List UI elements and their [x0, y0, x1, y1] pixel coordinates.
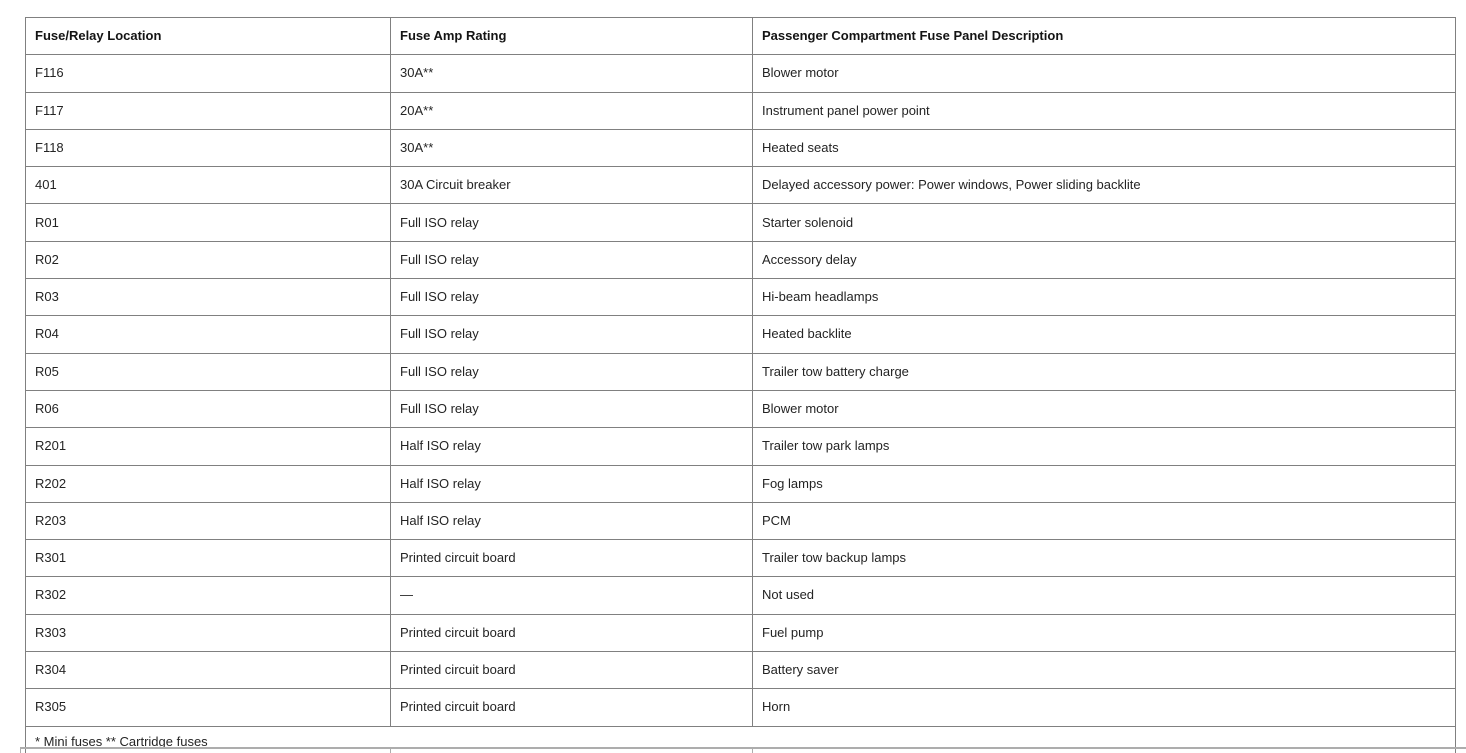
table-row: R04 Full ISO relay Heated backlite [25, 315, 1456, 354]
table-row: R201 Half ISO relay Trailer tow park lamps [25, 427, 1456, 466]
table-cell: R05 [25, 352, 391, 391]
table-row: R302— Not used [25, 576, 1456, 615]
table-cell: Fuel pump [752, 613, 1456, 653]
next-table-column-divider-2 [752, 747, 753, 753]
table-cell: Full ISO relay [390, 352, 753, 391]
table-cell: 20A** [390, 91, 753, 130]
table-cell: Accessory delay [752, 240, 1456, 280]
table-row: R03 Full ISO relay Hi-beam headlamps [25, 278, 1456, 317]
table-cell: 30A Circuit breaker [390, 166, 753, 205]
table-cell: R302 [25, 576, 391, 615]
table-cell: Printed circuit board [390, 651, 753, 690]
table-row: F116 30A** Blower motor [25, 54, 1456, 93]
table-cell: Blower motor [752, 54, 1456, 93]
table-cell: Printed circuit board [390, 539, 753, 578]
table-cell: Full ISO relay [390, 389, 753, 429]
fuse-panel-table: Fuse/Relay Location Fuse Amp Rating Pass… [25, 16, 1456, 753]
table-cell: R203 [25, 501, 391, 541]
table-row: R304 Printed circuit board Battery saver [25, 651, 1456, 690]
table-row: R02 Full ISO relay Accessory delay [25, 240, 1456, 280]
table-cell: R02 [25, 240, 391, 280]
column-header-fuse-amp-rating: Fuse Amp Rating [390, 16, 753, 56]
table-cell: PCM [752, 501, 1456, 541]
table-cell: R04 [25, 315, 391, 354]
table-cell: 401 [25, 166, 391, 205]
table-body: F116 30A** Blower motor F117 20A** Instrument… [25, 54, 1456, 727]
table-cell: R01 [25, 203, 391, 242]
table-cell: Trailer tow battery charge [752, 352, 1456, 391]
next-table-column-divider-1 [390, 747, 391, 753]
table-row: R203 Half ISO relay PCM [25, 501, 1456, 541]
column-header-passenger-compartment-description: Passenger Compartment Fuse Panel Descrip… [752, 16, 1456, 56]
table-cell: Blower motor [752, 389, 1456, 429]
table-row: 401 30A Circuit breaker Delayed accessory … [25, 166, 1456, 205]
table-cell: Half ISO relay [390, 501, 753, 541]
table-cell: Starter solenoid [752, 203, 1456, 242]
table-row: R05 Full ISO relay Trailer tow battery cha… [25, 352, 1456, 391]
table-row: F118 30A** Heated seats [25, 128, 1456, 168]
table-row: R301 Printed circuit board Trailer tow bac… [25, 539, 1456, 578]
table-cell: F117 [25, 91, 391, 130]
next-table-left-edge [20, 747, 21, 753]
next-table-top-border [20, 747, 1466, 753]
table-cell: Trailer tow park lamps [752, 427, 1456, 466]
table-cell: R303 [25, 613, 391, 653]
table-cell: Full ISO relay [390, 278, 753, 317]
table-cell: R304 [25, 651, 391, 690]
table-row: F117 20A** Instrument panel power point [25, 91, 1456, 130]
table-row: R303 Printed circuit board Fuel pump [25, 613, 1456, 653]
table-header: Fuse/Relay Location Fuse Amp Rating Pass… [25, 16, 1456, 56]
table-cell: F118 [25, 128, 391, 168]
table-cell: Hi-beam headlamps [752, 278, 1456, 317]
table-cell: Heated backlite [752, 315, 1456, 354]
table-cell: F116 [25, 54, 391, 93]
table-cell: — [390, 576, 753, 615]
table-cell: Full ISO relay [390, 315, 753, 354]
table-cell: Half ISO relay [390, 427, 753, 466]
table-cell: Full ISO relay [390, 203, 753, 242]
table-cell: Printed circuit board [390, 688, 753, 727]
column-header-fuse-relay-location: Fuse/Relay Location [25, 16, 391, 56]
table-cell: Trailer tow backup lamps [752, 539, 1456, 578]
table-cell: Half ISO relay [390, 464, 753, 503]
table-cell: R305 [25, 688, 391, 727]
table-row: R305 Printed circuit board Horn [25, 688, 1456, 727]
next-table-border-line [20, 747, 1466, 749]
table-header-row: Fuse/Relay Location Fuse Amp Rating Pass… [25, 16, 1456, 56]
table-cell: Printed circuit board [390, 613, 753, 653]
table-cell: R03 [25, 278, 391, 317]
table-cell: R301 [25, 539, 391, 578]
table-cell: Delayed accessory power: Power windows, … [752, 166, 1456, 205]
table-cell: Battery saver [752, 651, 1456, 690]
table-row: R202 Half ISO relay Fog lamps [25, 464, 1456, 503]
table-cell: 30A** [390, 128, 753, 168]
table-cell: Heated seats [752, 128, 1456, 168]
table-cell: Instrument panel power point [752, 91, 1456, 130]
table-row: R01 Full ISO relay Starter solenoid [25, 203, 1456, 242]
table-cell: Not used [752, 576, 1456, 615]
table-cell: R06 [25, 389, 391, 429]
table-cell: R201 [25, 427, 391, 466]
table-cell: Full ISO relay [390, 240, 753, 280]
table-cell: Fog lamps [752, 464, 1456, 503]
table-cell: 30A** [390, 54, 753, 93]
table-cell: R202 [25, 464, 391, 503]
table-cell: Horn [752, 688, 1456, 727]
table-row: R06 Full ISO relay Blower motor [25, 389, 1456, 429]
